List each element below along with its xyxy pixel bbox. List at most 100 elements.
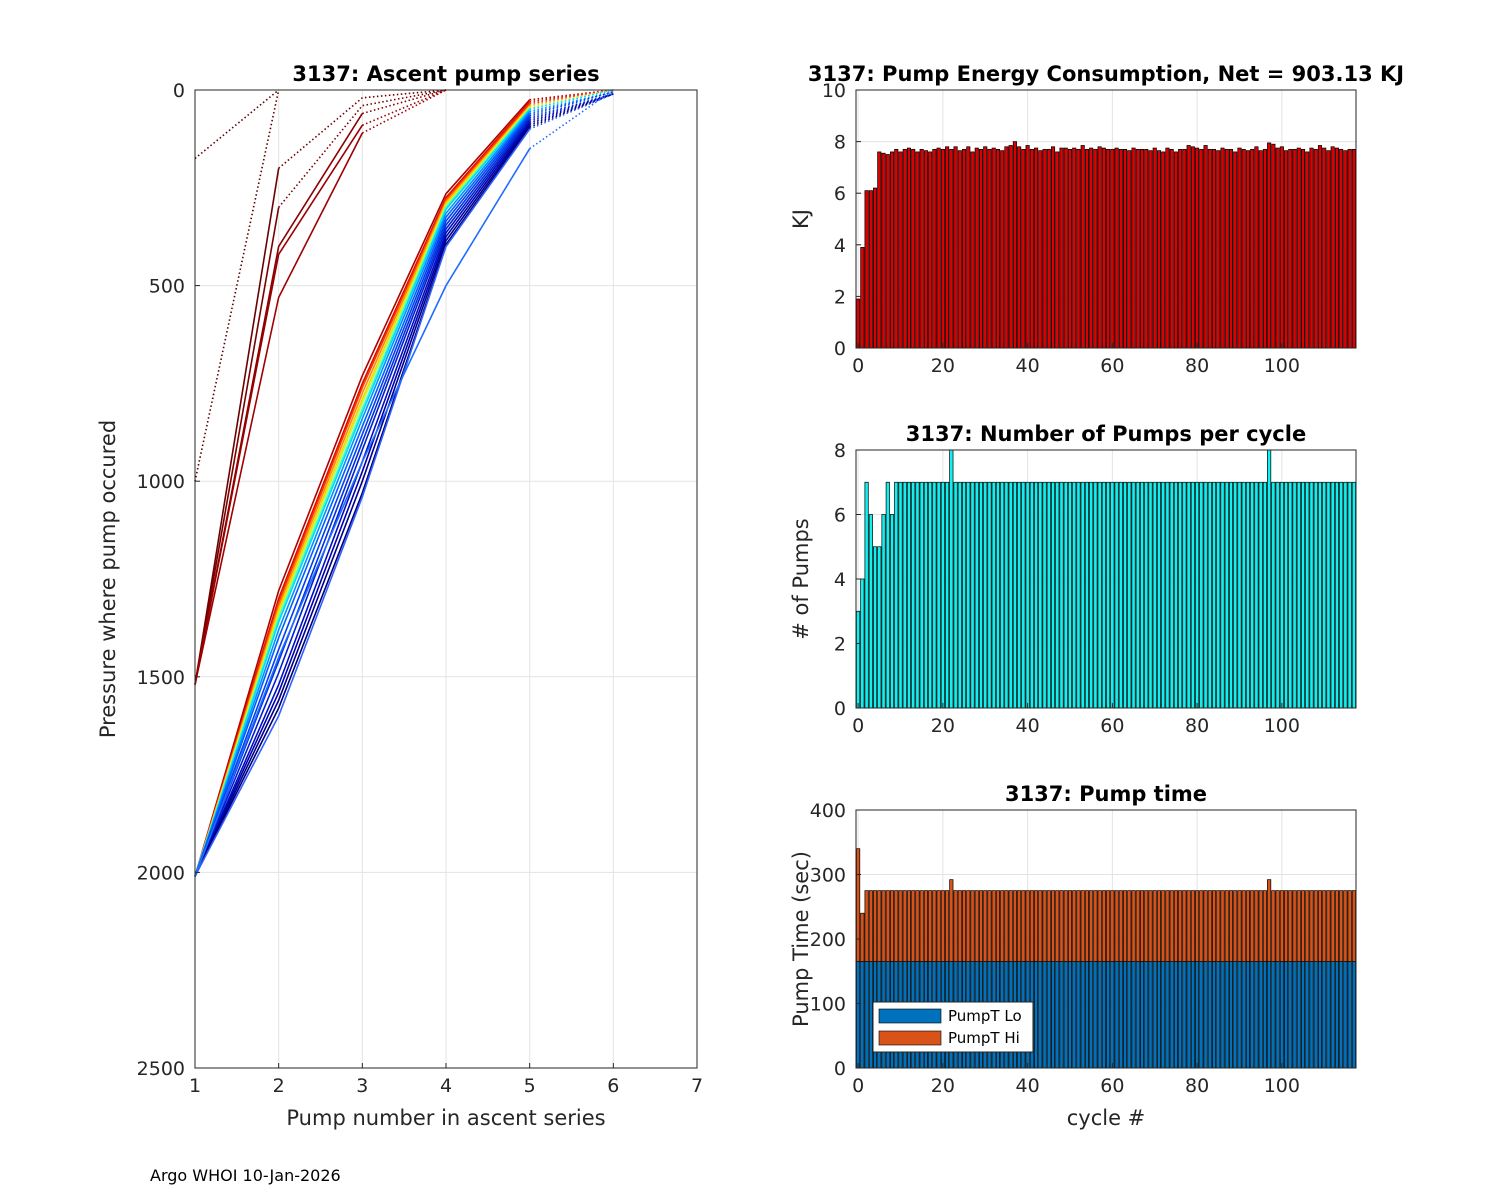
pumptime-hi-bar	[1012, 890, 1017, 962]
pumptime-hi-bar	[1025, 890, 1030, 962]
pumptime-hi-bar	[991, 890, 996, 962]
pumptime-lo-bar	[1097, 961, 1102, 1069]
ascent-series-dotted	[362, 89, 447, 126]
npumps-bar	[1228, 481, 1234, 709]
energy-consumption-axes: 0 20 40 60 80 100 0 2 4 6 8 10 3137: Pump Energy Co…	[789, 62, 1404, 377]
ascent-series-line	[194, 114, 531, 877]
npumps-bar	[1347, 481, 1352, 709]
npumps-bar	[923, 481, 928, 709]
npumps-bar	[970, 481, 975, 709]
energy-bar	[911, 148, 916, 349]
energy-bar	[1144, 148, 1149, 349]
npumps-bar	[1279, 481, 1284, 709]
npumps-bar	[1271, 481, 1276, 709]
energy-bar	[1284, 150, 1289, 349]
energy-bar	[1178, 148, 1183, 349]
energy-bar	[856, 298, 861, 349]
npumps-title: 3137: Number of Pumps per cycle	[906, 422, 1306, 446]
npumps-bar	[1067, 481, 1073, 709]
pumptime-hi-bar	[1190, 890, 1195, 962]
pumptime-hi-bar	[974, 890, 979, 962]
pumptime-hi-bar	[1114, 890, 1119, 962]
pumptime-hi-bar	[1110, 890, 1115, 962]
pump-time-axes: 0 20 40 60 80 100 0 100 200 300 400 3137: Pump tim…	[789, 782, 1357, 1130]
pumptime-hi-bar	[1076, 890, 1081, 962]
pumptime-hi-bar	[1034, 890, 1039, 962]
energy-bar	[1034, 147, 1039, 349]
npumps-bar	[1106, 481, 1111, 709]
ascent-series-line	[194, 168, 280, 685]
energy-bar	[1161, 151, 1166, 349]
npumps-bar	[868, 514, 873, 709]
npumps-bar	[1114, 481, 1119, 709]
pumptime-hi-bar	[919, 890, 924, 962]
npumps-bar	[1267, 449, 1272, 709]
pumptime-lo-bar	[868, 961, 873, 1069]
npumps-bar	[1135, 481, 1140, 709]
pumptime-lo-bar	[1050, 961, 1056, 1069]
pumptime-hi-bar	[1123, 890, 1128, 962]
pumptime-lo-bar	[1317, 961, 1323, 1069]
pumptime-hi-bar	[1317, 890, 1323, 962]
npumps-bar	[1254, 481, 1259, 709]
energy-bar	[962, 148, 967, 349]
pumptime-hi-bar	[1008, 890, 1013, 962]
energy-bar	[1148, 150, 1153, 349]
ascent-series-dotted	[362, 89, 447, 115]
energy-bar	[1258, 150, 1263, 349]
npumps-bar	[894, 481, 899, 709]
npumps-bar	[1017, 481, 1022, 709]
pumptime-hi-bar	[1279, 890, 1284, 962]
energy-bar	[1275, 147, 1280, 349]
pumptime-lo-bar	[1046, 961, 1051, 1069]
pumptime-hi-bar	[1207, 890, 1212, 962]
ascent-series-line	[194, 124, 531, 877]
pumptime-hi-bar	[978, 890, 984, 962]
npumps-bar	[1093, 481, 1098, 709]
pumptime-hi-bar	[1322, 890, 1327, 962]
npumps-bar	[1139, 481, 1145, 709]
energy-bar	[940, 148, 945, 349]
energy-bars	[856, 141, 1356, 349]
x-tick-label: 0	[852, 1075, 864, 1097]
energy-bar	[1093, 148, 1098, 349]
pumptime-hi-bar	[1148, 890, 1153, 962]
pumptime-hi-bar	[894, 890, 899, 962]
energy-bar	[1288, 148, 1293, 349]
npumps-bar	[974, 481, 979, 709]
pumptime-lo-bar	[1123, 961, 1128, 1069]
energy-bar	[1347, 148, 1352, 349]
npumps-bar	[1038, 481, 1043, 709]
npumps-bar	[1008, 481, 1013, 709]
npumps-bar	[1000, 481, 1005, 709]
pumptime-hi-bar	[1224, 890, 1229, 962]
pumptime-lo-bar	[1254, 961, 1259, 1069]
x-tick-label: 0	[852, 355, 864, 377]
npumps-bar	[1004, 481, 1009, 709]
pumptime-lo-bar	[1114, 961, 1119, 1069]
npumps-bar	[983, 481, 988, 709]
pumptime-hi-bar	[1203, 890, 1208, 962]
energy-bar	[1271, 143, 1276, 349]
pumptime-lo-bar	[1228, 961, 1234, 1069]
npumps-bar	[940, 481, 945, 709]
y-tick-label: 400	[810, 800, 846, 822]
energy-bar	[915, 151, 920, 349]
npumps-bar	[1339, 481, 1344, 709]
pumptime-lo-bar	[856, 961, 861, 1069]
energy-frame	[855, 89, 1357, 349]
energy-bar	[1224, 148, 1229, 349]
pumptime-lo-bar	[1148, 961, 1153, 1069]
pumptime-hi-bar	[1029, 890, 1034, 962]
pumptime-lo-bar	[1161, 961, 1166, 1069]
x-tick-label: 2	[273, 1075, 285, 1097]
ascent-series-line	[194, 128, 531, 877]
npumps-bar	[1190, 481, 1195, 709]
pumptime-hi-bar	[1050, 890, 1056, 962]
x-tick-label: 60	[1100, 715, 1124, 737]
ascent-series-line	[194, 108, 531, 877]
pumptime-hi-bar	[953, 890, 958, 962]
pumptime-lo-bar	[1118, 961, 1123, 1069]
energy-bar	[1165, 147, 1170, 349]
npumps-bar	[1237, 481, 1242, 709]
